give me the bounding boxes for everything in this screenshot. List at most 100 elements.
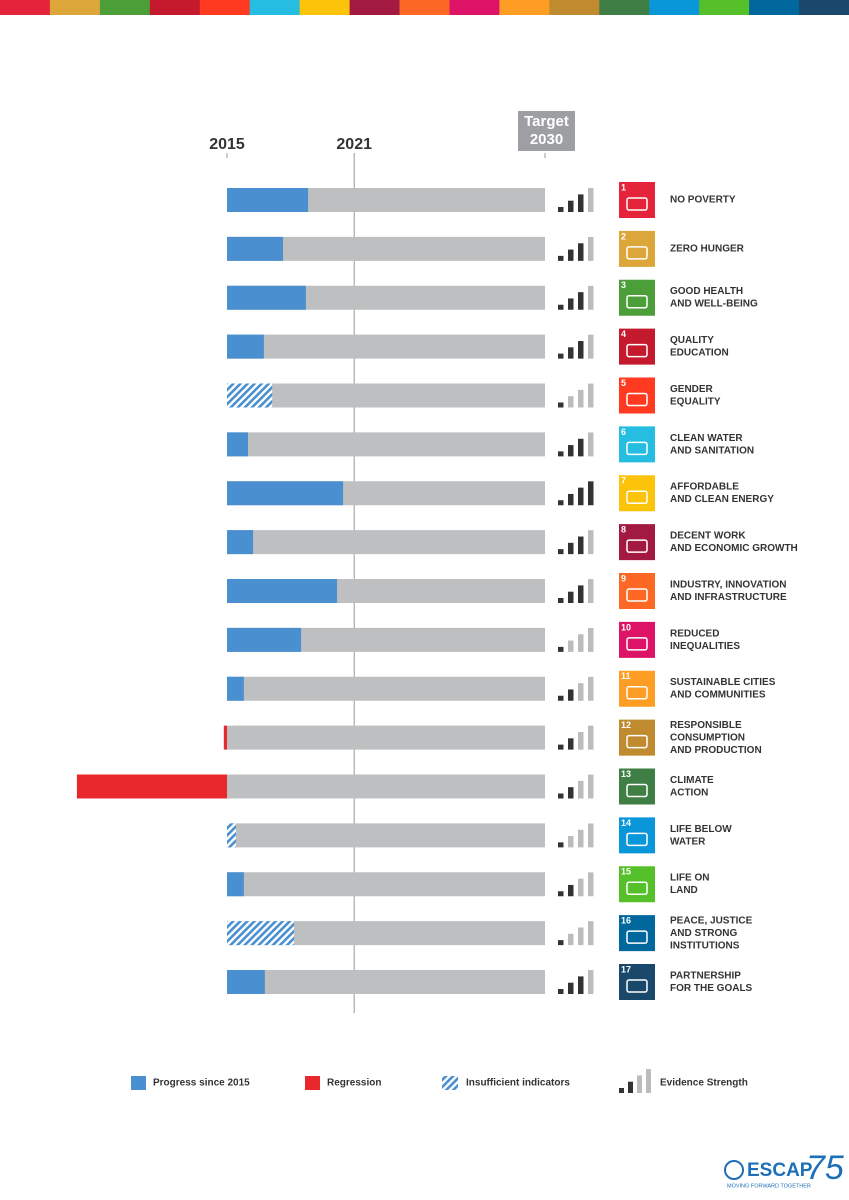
evidence-bar bbox=[568, 689, 574, 701]
evidence-bar bbox=[588, 921, 594, 946]
evidence-bar bbox=[578, 341, 584, 359]
progress-bar bbox=[227, 236, 283, 261]
progress-bar bbox=[223, 725, 227, 750]
goal-name: EQUALITY bbox=[670, 396, 721, 407]
goal-name: INEQUALITIES bbox=[670, 641, 740, 652]
evidence-bar bbox=[578, 976, 584, 994]
color-strip bbox=[749, 0, 800, 15]
evidence-bar bbox=[568, 542, 574, 555]
sdg-number: 12 bbox=[621, 720, 631, 730]
goal-name: AND ECONOMIC GROWTH bbox=[670, 543, 798, 554]
sdg-icon bbox=[619, 230, 655, 267]
sdg-number: 13 bbox=[621, 769, 631, 779]
goal-name: AND SANITATION bbox=[670, 445, 754, 456]
evidence-bar bbox=[578, 487, 584, 506]
goal-name: NO POVERTY bbox=[670, 195, 736, 206]
evidence-bar bbox=[588, 530, 594, 555]
track bbox=[227, 823, 545, 848]
evidence-bar bbox=[578, 585, 584, 603]
color-strip bbox=[49, 0, 101, 15]
color-strip bbox=[249, 0, 301, 15]
evidence-bar bbox=[578, 389, 584, 408]
progress-bar bbox=[227, 334, 264, 359]
goal-name: SUSTAINABLE CITIES bbox=[670, 677, 776, 688]
sdg-number: 10 bbox=[621, 622, 631, 632]
progress-bar bbox=[227, 285, 306, 310]
evidence-bar bbox=[558, 695, 564, 701]
evidence-bar bbox=[558, 598, 564, 603]
color-strip bbox=[649, 0, 700, 15]
sdg-icon bbox=[619, 915, 655, 952]
evidence-bar bbox=[558, 255, 564, 261]
track bbox=[227, 872, 545, 897]
goal-name: ZERO HUNGER bbox=[670, 244, 745, 255]
evidence-bar bbox=[588, 188, 594, 212]
evidence-bar bbox=[588, 383, 594, 408]
goal-name: GENDER bbox=[670, 384, 714, 395]
sdg-icon bbox=[619, 719, 655, 756]
track bbox=[227, 432, 545, 457]
sdg-icon bbox=[619, 182, 655, 218]
evidence-bar bbox=[558, 646, 564, 652]
track bbox=[227, 530, 545, 555]
goal-name: QUALITY bbox=[670, 335, 714, 346]
goal-name: REDUCED bbox=[670, 628, 719, 639]
sdg-number: 4 bbox=[621, 329, 626, 339]
legend-swatch bbox=[305, 1076, 320, 1090]
sdg-glyph bbox=[626, 343, 648, 358]
evidence-bar bbox=[558, 451, 564, 457]
evidence-bar bbox=[568, 787, 574, 799]
evidence-bar bbox=[588, 236, 594, 261]
progress-bar bbox=[227, 823, 236, 848]
sdg-icon bbox=[619, 573, 655, 609]
color-strip bbox=[699, 0, 750, 15]
evidence-bar bbox=[568, 591, 574, 603]
track bbox=[227, 383, 545, 408]
sdg-icon bbox=[619, 768, 655, 805]
progress-bar bbox=[227, 627, 302, 652]
evidence-bar bbox=[558, 989, 564, 994]
goal-name: PEACE, JUSTICE bbox=[670, 915, 753, 926]
evidence-bar bbox=[568, 249, 574, 261]
goal-name: INSTITUTIONS bbox=[670, 940, 740, 951]
evidence-bar bbox=[568, 738, 574, 750]
progress-bar bbox=[227, 676, 244, 701]
sdg-icon bbox=[619, 328, 655, 365]
sdg-icon bbox=[619, 426, 655, 463]
goal-name: AND PRODUCTION bbox=[670, 745, 762, 756]
evidence-bar bbox=[568, 836, 574, 848]
track bbox=[227, 676, 545, 701]
evidence-bar bbox=[558, 793, 564, 799]
legend-evidence bbox=[646, 1069, 651, 1093]
goal-name: CONSUMPTION bbox=[670, 732, 745, 743]
x-tick-label: 2021 bbox=[336, 136, 372, 153]
sdg-glyph bbox=[626, 441, 648, 456]
sdg-glyph bbox=[626, 832, 648, 847]
color-strip bbox=[799, 0, 849, 15]
evidence-bar bbox=[588, 432, 594, 457]
goal-name: WATER bbox=[670, 836, 706, 847]
sdg-number: 16 bbox=[621, 916, 631, 926]
target-label: Target 2030 bbox=[518, 111, 575, 151]
goal-name: AND WELL-BEING bbox=[670, 299, 758, 310]
sdg-icon bbox=[619, 524, 655, 561]
evidence-bar bbox=[568, 298, 574, 310]
evidence-bar bbox=[578, 634, 584, 652]
evidence-bar bbox=[558, 891, 564, 897]
evidence-bar bbox=[568, 445, 574, 457]
sdg-glyph bbox=[626, 197, 648, 211]
evidence-bar bbox=[588, 627, 594, 652]
goal-name: AND STRONG bbox=[670, 928, 737, 939]
evidence-bar bbox=[588, 823, 594, 848]
sdg-glyph bbox=[626, 783, 648, 798]
evidence-bar bbox=[568, 933, 574, 946]
progress-bar bbox=[227, 432, 248, 457]
sdg-glyph bbox=[626, 392, 648, 407]
goal-name: PARTNERSHIP bbox=[670, 970, 741, 981]
evidence-bar bbox=[568, 982, 574, 994]
evidence-bar bbox=[588, 579, 594, 603]
evidence-bar bbox=[588, 872, 594, 897]
color-strip bbox=[0, 0, 51, 15]
